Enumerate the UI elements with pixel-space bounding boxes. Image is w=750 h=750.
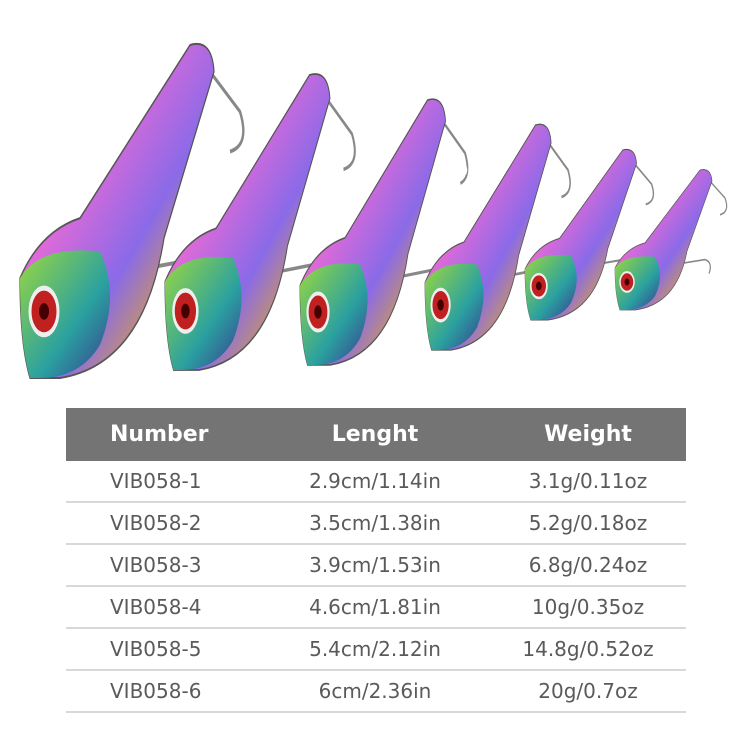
hook-icon: [199, 56, 245, 154]
cell-weight: 14.8g/0.52oz: [490, 628, 686, 671]
header-weight: Weight: [490, 408, 686, 461]
spec-table: Number Lenght Weight VIB058-1 2.9cm/1.14i…: [66, 408, 686, 713]
cell-length: 6cm/2.36in: [260, 670, 490, 713]
table-row: VIB058-5 5.4cm/2.12in 14.8g/0.52oz: [66, 628, 686, 671]
table-header-row: Number Lenght Weight: [66, 408, 686, 461]
hook-icon: [317, 85, 356, 172]
table-row: VIB058-4 4.6cm/1.81in 10g/0.35oz: [66, 586, 686, 629]
cell-weight: 6.8g/0.24oz: [490, 544, 686, 587]
cell-number: VIB058-6: [66, 670, 260, 713]
lure-4: [424, 123, 571, 351]
cell-number: VIB058-3: [66, 544, 260, 587]
table-row: VIB058-2 3.5cm/1.38in 5.2g/0.18oz: [66, 502, 686, 545]
hook-icon: [541, 132, 571, 199]
cell-length: 2.9cm/1.14in: [260, 461, 490, 503]
lure-1: [19, 42, 245, 379]
table-row: VIB058-3 3.9cm/1.53in 6.8g/0.24oz: [66, 544, 686, 587]
hook-icon: [704, 174, 728, 216]
table-row: VIB058-6 6cm/2.36in 20g/0.7oz: [66, 670, 686, 713]
cell-number: VIB058-2: [66, 502, 260, 545]
table-row: VIB058-1 2.9cm/1.14in 3.1g/0.11oz: [66, 461, 686, 503]
cell-weight: 10g/0.35oz: [490, 586, 686, 629]
header-number: Number: [66, 408, 260, 461]
cell-number: VIB058-4: [66, 586, 260, 629]
lure-3: [299, 98, 469, 366]
cell-number: VIB058-1: [66, 461, 260, 503]
cell-length: 4.6cm/1.81in: [260, 586, 490, 629]
lure-5: [524, 148, 655, 321]
cell-weight: 5.2g/0.18oz: [490, 502, 686, 545]
cell-length: 3.9cm/1.53in: [260, 544, 490, 587]
header-length: Lenght: [260, 408, 490, 461]
cell-weight: 20g/0.7oz: [490, 670, 686, 713]
lure-2: [164, 73, 356, 371]
cell-number: VIB058-5: [66, 628, 260, 671]
cell-weight: 3.1g/0.11oz: [490, 461, 686, 503]
lure-6: [614, 169, 728, 311]
hook-icon: [669, 258, 711, 274]
hook-icon: [628, 156, 655, 206]
cell-length: 5.4cm/2.12in: [260, 628, 490, 671]
lure-set-image: [19, 42, 728, 379]
cell-length: 3.5cm/1.38in: [260, 502, 490, 545]
